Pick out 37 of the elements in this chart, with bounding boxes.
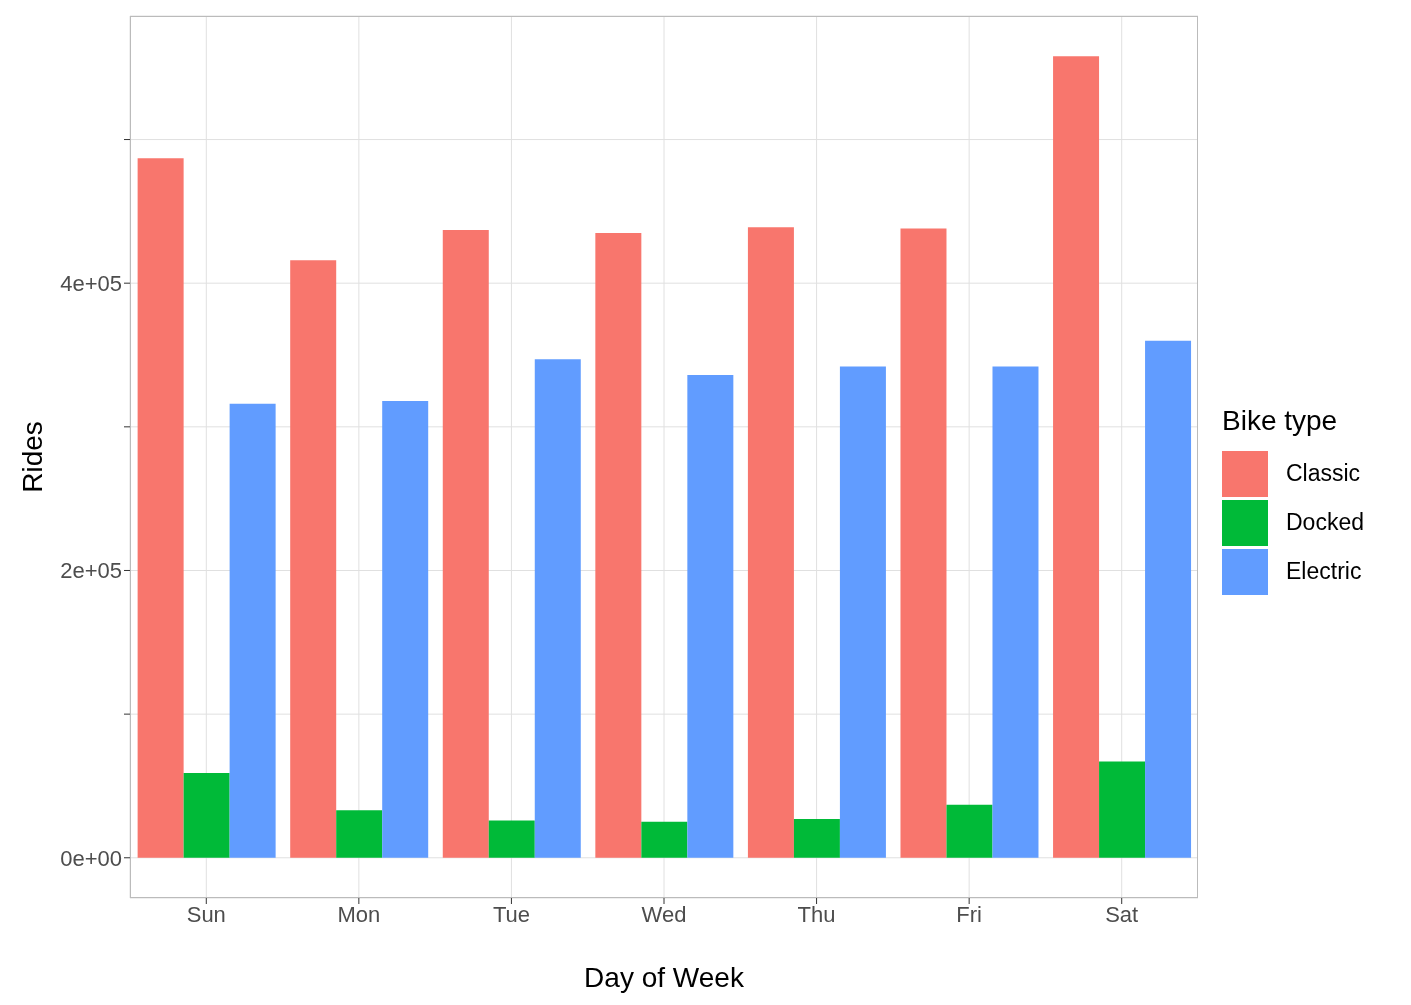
bar xyxy=(382,400,429,858)
x-tick-label: Tue xyxy=(492,901,530,927)
legend-label: Docked xyxy=(1286,509,1364,536)
bar xyxy=(793,818,840,858)
bar xyxy=(488,820,535,858)
bar xyxy=(641,821,688,858)
bar xyxy=(687,375,734,858)
bar xyxy=(900,228,947,858)
x-tick-label: Sun xyxy=(186,901,226,927)
x-tick-label: Fri xyxy=(956,901,982,927)
y-tick-label: 0e+00 xyxy=(60,845,122,871)
legend-label: Electric xyxy=(1286,558,1362,585)
bar xyxy=(946,804,993,858)
bar xyxy=(839,366,886,858)
bar xyxy=(992,366,1039,858)
bar xyxy=(534,359,581,858)
bar xyxy=(747,227,794,858)
legend-title: Bike type xyxy=(1222,405,1339,437)
x-axis-title: Day of Week xyxy=(584,962,745,993)
bar xyxy=(595,232,642,858)
x-tick-label: Wed xyxy=(641,901,687,927)
bar xyxy=(1145,340,1192,858)
y-tick-label: 2e+05 xyxy=(60,558,122,584)
x-tick-label: Mon xyxy=(337,901,381,927)
bar xyxy=(137,158,184,858)
bar xyxy=(183,773,230,858)
bar xyxy=(1053,56,1100,858)
bar xyxy=(336,810,383,858)
y-axis-title: Rides xyxy=(16,421,48,493)
x-tick-label: Thu xyxy=(797,901,836,927)
legend-label: Classic xyxy=(1286,460,1361,487)
bar xyxy=(442,230,489,858)
bar xyxy=(290,260,337,858)
bar xyxy=(229,403,276,858)
x-tick-label: Sat xyxy=(1105,901,1139,927)
bar xyxy=(1099,761,1146,858)
y-tick-label: 4e+05 xyxy=(60,271,122,296)
